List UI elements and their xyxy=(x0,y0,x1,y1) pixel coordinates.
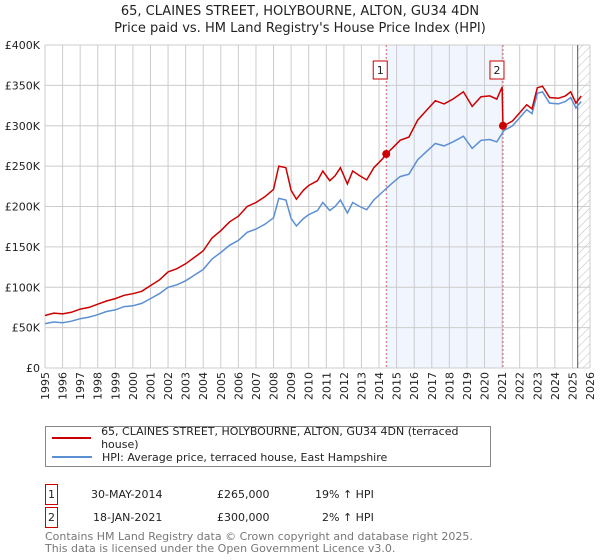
x-tick-label: 1995 xyxy=(39,372,52,400)
legend: 65, CLAINES STREET, HOLYBOURNE, ALTON, G… xyxy=(45,425,491,467)
x-tick-label: 2009 xyxy=(285,372,298,400)
y-tick-label: £300K xyxy=(5,120,41,133)
transaction-number: 2 xyxy=(45,507,58,528)
y-tick-label: £250K xyxy=(5,160,41,173)
x-tick-label: 2015 xyxy=(391,372,404,400)
x-tick-label: 2004 xyxy=(197,372,210,400)
x-tick-label: 1999 xyxy=(109,372,122,400)
legend-label-property: 65, CLAINES STREET, HOLYBOURNE, ALTON, G… xyxy=(101,425,459,451)
y-tick-label: £100K xyxy=(5,281,41,294)
x-tick-label: 2014 xyxy=(373,372,386,400)
sale-point xyxy=(498,121,507,130)
footer: Contains HM Land Registry data © Crown c… xyxy=(45,531,473,555)
x-tick-label: 2000 xyxy=(127,372,140,400)
legend-blue-line xyxy=(52,456,92,458)
x-tick-label: 2012 xyxy=(338,372,351,400)
legend-item-hpi: HPI: Average price, terraced house, East… xyxy=(52,448,387,466)
chart-title: 65, CLAINES STREET, HOLYBOURNE, ALTON, G… xyxy=(120,4,480,19)
y-tick-label: £400K xyxy=(5,39,41,52)
price-chart: 1995 1996 1997 1998 1999 2000 2001 2002 2003 2004… xyxy=(5,39,597,400)
sale-label: 1 xyxy=(377,64,384,77)
x-tick-label: 1997 xyxy=(74,372,87,400)
x-tick-label: 2018 xyxy=(443,372,456,400)
x-tick-label: 2010 xyxy=(303,372,316,400)
sale-point xyxy=(382,150,391,159)
x-tick-label: 2013 xyxy=(355,372,368,400)
legend-item-property: 65, CLAINES STREET, HOLYBOURNE, ALTON, G… xyxy=(52,425,490,451)
x-tick-label: 2008 xyxy=(268,372,281,400)
x-tick-label: 2006 xyxy=(232,372,245,400)
x-tick-label: 2022 xyxy=(514,372,527,400)
x-tick-label: 2025 xyxy=(566,372,579,400)
x-tick-label: 2020 xyxy=(479,372,492,400)
x-tick-label: 2001 xyxy=(144,372,157,400)
transaction-date: 30-MAY-2014 xyxy=(91,488,163,501)
sale-label: 2 xyxy=(493,64,500,77)
hpi-line xyxy=(44,90,582,325)
x-tick-label: 2017 xyxy=(426,372,439,400)
x-tick-label: 2003 xyxy=(180,372,193,400)
x-tick-label: 2019 xyxy=(461,372,474,400)
x-tick-label: 1998 xyxy=(92,372,105,400)
footer-line: Contains HM Land Registry data © Crown c… xyxy=(45,530,473,543)
legend-red-line xyxy=(52,437,92,439)
y-tick-label: £350K xyxy=(5,79,41,92)
transaction-row: 2 18-JAN-2021 £300,000 2% ↑ HPI xyxy=(45,507,465,529)
transaction-price: £265,000 xyxy=(217,488,270,501)
x-tick-label: 2005 xyxy=(215,372,228,400)
x-tick-label: 2016 xyxy=(408,372,421,400)
x-tick-label: 2007 xyxy=(250,372,263,400)
x-tick-label: 1996 xyxy=(57,372,70,400)
x-tick-label: 2002 xyxy=(162,372,175,400)
sale-label-box xyxy=(489,60,505,80)
transaction-number: 1 xyxy=(45,484,58,505)
y-tick-label: £200K xyxy=(5,201,41,214)
legend-label-hpi: HPI: Average price, terraced house, East… xyxy=(102,450,388,464)
x-tick-label: 2021 xyxy=(496,372,509,400)
chart-subtitle: Price paid vs. HM Land Registry's House … xyxy=(114,21,486,36)
transaction-hpi: 19% ↑ HPI xyxy=(315,488,374,501)
transaction-hpi: 2% ↑ HPI xyxy=(322,511,374,524)
y-tick-label: £50K xyxy=(12,322,41,335)
sale-label-box xyxy=(372,60,388,80)
x-tick-label: 2024 xyxy=(549,372,562,400)
y-tick-label: £150K xyxy=(5,241,41,254)
x-tick-label: 2023 xyxy=(531,372,544,400)
transaction-price: £300,000 xyxy=(217,511,270,524)
transaction-row: 1 30-MAY-2014 £265,000 19% ↑ HPI xyxy=(45,484,465,506)
x-tick-label: 2026 xyxy=(584,372,597,400)
x-tick-label: 2011 xyxy=(320,372,333,400)
transaction-date: 18-JAN-2021 xyxy=(93,511,163,524)
footer-line: This data is licensed under the Open Gov… xyxy=(45,542,396,555)
y-tick-label: £0 xyxy=(26,362,40,375)
